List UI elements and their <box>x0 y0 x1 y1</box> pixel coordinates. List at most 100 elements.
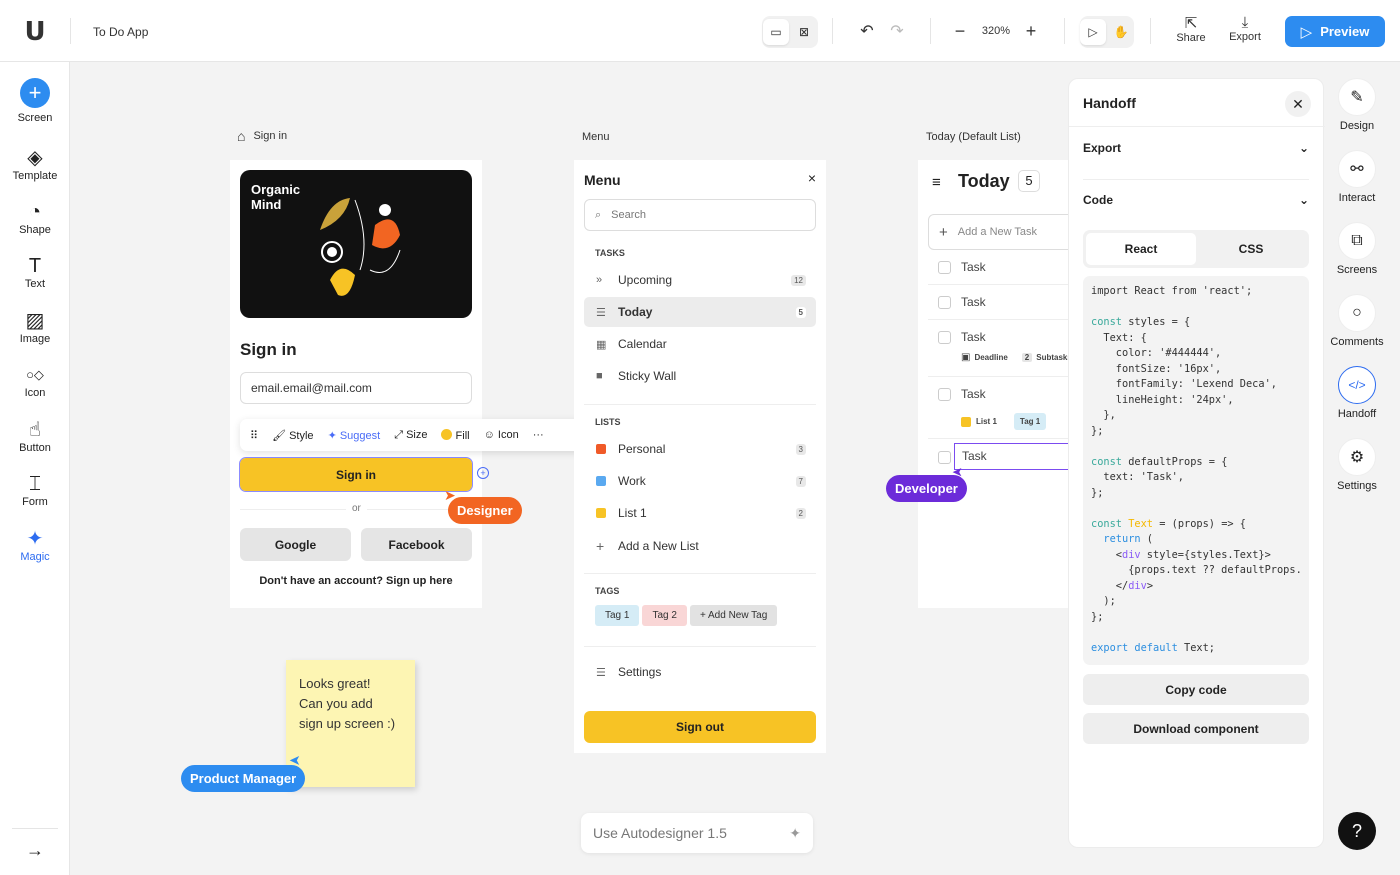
menu-item-sticky-wall[interactable]: ■ Sticky Wall <box>584 361 816 391</box>
copy-code-button[interactable]: Copy code <box>1083 674 1309 705</box>
task-checkbox[interactable] <box>938 261 951 274</box>
task-checkbox[interactable] <box>938 331 951 344</box>
frame-label-menu[interactable]: Menu <box>582 131 610 143</box>
fill-label: Fill <box>455 429 470 442</box>
sticky-note[interactable]: Looks great! Can you add sign up screen … <box>286 660 415 787</box>
drag-handle-icon[interactable]: ⠿ <box>250 429 259 442</box>
tab-react[interactable]: React <box>1086 233 1196 265</box>
hand-icon[interactable]: ✋ <box>1113 25 1129 39</box>
signup-link[interactable]: Don't have an account? Sign up here <box>259 575 453 587</box>
signin-button[interactable]: Sign in <box>239 457 473 492</box>
search-input[interactable]: ⌕ Search <box>584 199 816 231</box>
undo-icon[interactable]: ↶ <box>860 23 874 40</box>
task-checkbox[interactable] <box>938 388 951 401</box>
expand-arrow-icon[interactable]: → <box>26 840 44 860</box>
download-component-button[interactable]: Download component <box>1083 713 1309 744</box>
screens-icon: ⧉ <box>1338 222 1376 260</box>
task-checkbox[interactable] <box>938 296 951 309</box>
signin-screen[interactable]: Organic Mind Sign in email.email@mail.co… <box>230 160 482 608</box>
sidebar-item-image[interactable]: ▨ Image <box>0 309 70 345</box>
task-label-selected[interactable]: Task <box>954 443 1068 470</box>
frame-label-signin[interactable]: ⌂ Sign in <box>237 128 287 144</box>
fill-button[interactable]: Fill <box>441 428 470 442</box>
menu-item-today[interactable]: ☰ Today 5 <box>584 297 816 327</box>
sidebar-item-template[interactable]: ◈ Template <box>0 146 70 182</box>
rail-interact[interactable]: ⚯ Interact <box>1330 150 1384 204</box>
sidebar-item-screen[interactable]: + Screen <box>0 78 70 124</box>
export-section[interactable]: Export ⌄ <box>1083 141 1309 165</box>
share-button[interactable]: ⇱ Share <box>1170 14 1212 44</box>
sidebar-item-text[interactable]: T Text <box>0 254 70 290</box>
menu-item-label: Calendar <box>618 337 667 351</box>
sidebar-item-shape[interactable]: ◔ Shape <box>0 200 70 236</box>
add-tag-button[interactable]: + Add New Tag <box>689 605 778 626</box>
desktop-view-icon[interactable]: ▭ <box>763 19 789 45</box>
rail-design[interactable]: ✎ Design <box>1330 78 1384 132</box>
menu-item-upcoming[interactable]: » Upcoming 12 <box>584 265 816 295</box>
preview-button[interactable]: ▷ Preview <box>1285 16 1385 47</box>
hamburger-icon[interactable]: ≡ <box>932 174 941 191</box>
menu-screen[interactable]: Menu × ⌕ Search TASKS » Upcoming 12 ☰ Today 5… <box>574 160 826 753</box>
list-item-list1[interactable]: List 1 2 <box>584 498 816 528</box>
task-row[interactable]: Task <box>928 285 1068 320</box>
button-icon: ☝ <box>28 419 42 441</box>
layers-icon: ◈ <box>27 147 43 169</box>
rail-handoff[interactable]: </> Handoff <box>1330 366 1384 420</box>
facebook-button[interactable]: Facebook <box>361 528 472 561</box>
list-item-personal[interactable]: Personal 3 <box>584 434 816 464</box>
sidebar-item-magic[interactable]: ✦ Magic <box>0 527 70 563</box>
size-button[interactable]: ⤢ Size <box>394 428 428 441</box>
tag-chip[interactable]: Tag 2 <box>642 605 687 626</box>
rail-screens[interactable]: ⧉ Screens <box>1330 222 1384 276</box>
help-button[interactable]: ? <box>1338 812 1376 850</box>
rail-label: Handoff <box>1337 408 1377 420</box>
task-row[interactable]: Task List 1 Tag 1 <box>928 377 1068 439</box>
rail-comments[interactable]: ○ Comments <box>1330 294 1384 348</box>
menu-item-calendar[interactable]: ▦ Calendar <box>584 329 816 359</box>
add-task-input[interactable]: + Add a New Task <box>928 214 1068 250</box>
more-button[interactable]: ··· <box>532 429 544 441</box>
count-badge: 12 <box>791 274 806 286</box>
sparkle-icon[interactable]: ✦ <box>789 824 801 841</box>
frame-label-today[interactable]: Today (Default List) <box>926 131 1021 143</box>
code-section[interactable]: Code ⌄ <box>1083 193 1309 217</box>
autodesigner-input[interactable]: Use Autodesigner 1.5 ✦ <box>581 813 813 853</box>
redo-icon[interactable]: ↷ <box>890 23 904 40</box>
sidebar-item-form[interactable]: ⌶ Form <box>0 472 70 508</box>
icon-button[interactable]: ☺ Icon <box>483 429 519 441</box>
suggest-button[interactable]: ✦ Suggest <box>327 429 381 442</box>
close-icon[interactable]: ✕ <box>1285 91 1311 117</box>
list-item-work[interactable]: Work 7 <box>584 466 816 496</box>
rail-settings[interactable]: ⚙ Settings <box>1330 438 1384 492</box>
zoom-in-button[interactable]: + <box>1025 20 1037 41</box>
sidebar-item-button[interactable]: ☝ Button <box>0 418 70 454</box>
add-list-button[interactable]: + Add a New List <box>584 531 816 561</box>
tab-css[interactable]: CSS <box>1238 242 1264 256</box>
google-button[interactable]: Google <box>240 528 351 561</box>
deadline-label: Deadline <box>974 353 1008 362</box>
export-button[interactable]: ⤓ Export <box>1224 14 1266 43</box>
signout-button[interactable]: Sign out <box>584 711 816 743</box>
email-field[interactable]: email.email@mail.com <box>240 372 472 404</box>
menu-item-settings[interactable]: ☰ Settings <box>584 657 816 687</box>
task-row[interactable]: Task <box>928 439 1068 474</box>
code-line <box>1091 300 1301 316</box>
style-button[interactable]: 🖌 Style <box>272 429 314 442</box>
zoom-out-button[interactable]: − <box>954 20 966 41</box>
code-line: import React from 'react'; <box>1091 285 1253 297</box>
logo[interactable]: ᑌ <box>24 15 46 46</box>
sidebar-item-icon[interactable]: ○◇ Icon <box>0 363 70 399</box>
canvas-view-icon[interactable]: ⊠ <box>798 25 810 39</box>
today-screen[interactable]: ≡ Today 5 + Add a New Task Task Task Task… <box>918 160 1068 608</box>
code-block[interactable]: import React from 'react'; const styles … <box>1083 276 1309 665</box>
close-icon[interactable]: × <box>807 170 816 186</box>
task-row[interactable]: Task ▣Deadline 2Subtasks <box>928 320 1068 377</box>
tag-chip[interactable]: Tag 1 <box>595 605 640 626</box>
text-icon: T <box>28 255 42 277</box>
export-label: Export <box>1229 31 1261 43</box>
add-handle-icon[interactable]: + <box>477 467 489 479</box>
search-icon: ⌕ <box>595 208 602 221</box>
play-icon[interactable]: ▷ <box>1080 19 1106 45</box>
task-checkbox[interactable] <box>938 451 951 464</box>
task-row[interactable]: Task <box>928 250 1068 285</box>
